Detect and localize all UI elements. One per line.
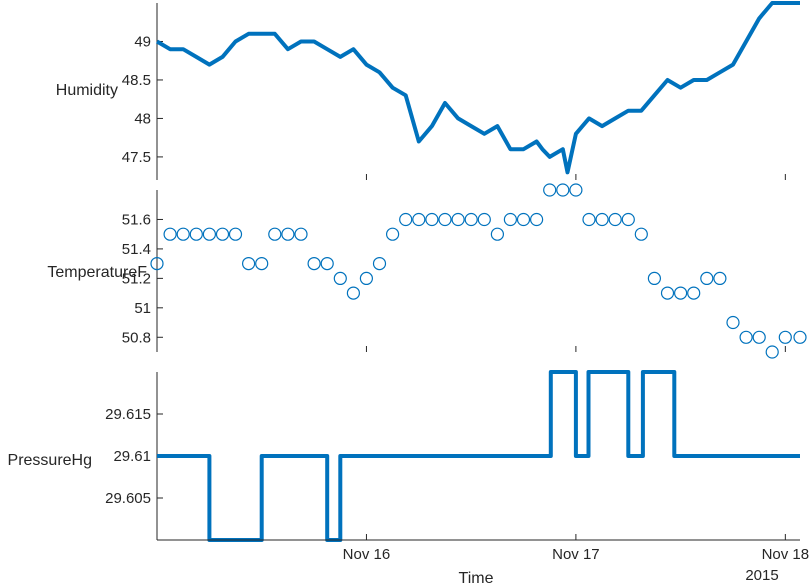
y-tick-label: 29.61 bbox=[113, 448, 151, 465]
y-tick-label: 47.5 bbox=[122, 149, 151, 166]
panel-1: 47.5 48 48.5 49 Humidity bbox=[56, 1, 800, 180]
temperature-point bbox=[752, 330, 766, 344]
temperature-point bbox=[268, 227, 282, 241]
x-axis-label: Time bbox=[459, 570, 494, 586]
temperature-point bbox=[700, 271, 714, 285]
temperature-point bbox=[320, 257, 334, 271]
temperature-point bbox=[687, 286, 701, 300]
temperature-point bbox=[490, 227, 504, 241]
temperature-point bbox=[569, 183, 583, 197]
temperature-point bbox=[778, 330, 792, 344]
y-tick-label: 51.6 bbox=[122, 211, 151, 228]
temperature-point bbox=[333, 271, 347, 285]
temperature-point bbox=[660, 286, 675, 300]
temperature-point bbox=[307, 257, 321, 271]
temperature-point bbox=[255, 257, 269, 271]
x-tick-label: Nov 17 bbox=[552, 546, 600, 563]
y-tick-label: 49 bbox=[134, 33, 151, 50]
temperature-point bbox=[215, 227, 230, 241]
y-tick-label: 50.8 bbox=[122, 329, 151, 346]
temperature-point bbox=[281, 227, 295, 241]
temperature-point bbox=[726, 315, 740, 330]
temperature-point bbox=[228, 227, 243, 241]
y-tick-label: 29.605 bbox=[105, 490, 151, 507]
temperature-point bbox=[399, 212, 413, 227]
temperature-point bbox=[529, 212, 544, 227]
panel-2: 50.8 51 51.2 51.4 51.6 TemperatureF bbox=[47, 183, 807, 359]
y-axis-label: Humidity bbox=[56, 82, 118, 99]
temperature-point bbox=[202, 227, 216, 241]
temperature-point bbox=[294, 227, 308, 241]
temperature-point bbox=[464, 212, 478, 227]
y-tick-label: 51 bbox=[134, 300, 151, 317]
temperature-point bbox=[477, 212, 491, 227]
y-axis-label: PressureHg bbox=[8, 452, 92, 469]
temperature-point bbox=[163, 227, 177, 241]
pressure-series-stairs bbox=[157, 370, 800, 542]
temperature-point bbox=[582, 212, 596, 227]
temperature-point bbox=[647, 271, 662, 285]
temperature-point bbox=[412, 212, 426, 227]
temperature-point bbox=[634, 227, 648, 241]
y-tick-label: 48.5 bbox=[122, 72, 151, 89]
temperature-point bbox=[793, 330, 807, 344]
x-axis-year-label: 2015 bbox=[745, 567, 778, 584]
temperature-point bbox=[438, 212, 452, 227]
temperature-point bbox=[765, 345, 779, 359]
panel-3: 29.605 29.61 29.615 PressureHg Nov 16 Nov 17 N… bbox=[8, 370, 809, 563]
temperature-point bbox=[242, 257, 256, 271]
temperature-point bbox=[556, 183, 570, 197]
temperature-point bbox=[346, 286, 360, 300]
temperature-point bbox=[189, 227, 203, 241]
y-tick-label: 29.615 bbox=[105, 406, 151, 423]
plots-layer: 47.5 48 48.5 49 Humidity 50.8 51 51.2 51.4 51.6 Te… bbox=[8, 1, 809, 563]
temperature-point bbox=[372, 257, 387, 271]
temperature-point bbox=[386, 227, 400, 241]
temperature-point bbox=[595, 212, 609, 227]
x-tick-label: Nov 16 bbox=[343, 546, 391, 563]
temperature-point bbox=[713, 271, 727, 285]
y-axis-label: TemperatureF bbox=[47, 264, 147, 281]
temperature-point bbox=[739, 330, 753, 344]
temperature-point bbox=[451, 212, 465, 227]
y-tick-label: 48 bbox=[134, 110, 151, 127]
temperature-point bbox=[359, 271, 373, 285]
temperature-point bbox=[425, 212, 439, 227]
temperature-point bbox=[608, 212, 622, 227]
temperature-point bbox=[516, 212, 531, 227]
temperature-point bbox=[673, 286, 688, 300]
humidity-series-line bbox=[155, 1, 800, 175]
y-tick-label: 51.2 bbox=[122, 270, 151, 287]
temperature-point bbox=[543, 183, 557, 197]
temperature-point bbox=[621, 212, 635, 227]
temperature-point bbox=[503, 212, 517, 227]
temperature-point bbox=[150, 257, 164, 271]
y-tick-label: 51.4 bbox=[122, 241, 151, 258]
temperature-point bbox=[176, 227, 190, 241]
x-tick-label: Nov 18 bbox=[762, 546, 809, 563]
